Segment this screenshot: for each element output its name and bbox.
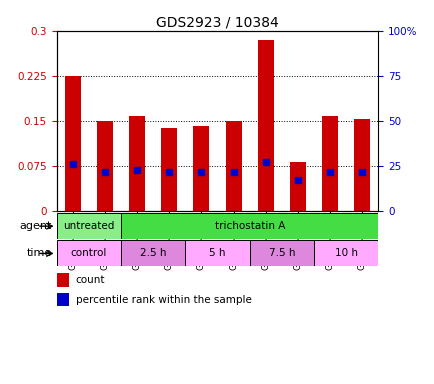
Text: 2.5 h: 2.5 h bbox=[140, 248, 166, 258]
Text: time: time bbox=[27, 248, 52, 258]
Bar bbox=[56, 293, 69, 306]
Bar bbox=[121, 240, 185, 266]
Point bbox=[358, 169, 365, 175]
Bar bbox=[313, 240, 378, 266]
Bar bbox=[193, 126, 209, 211]
Bar bbox=[56, 273, 69, 287]
Point bbox=[101, 169, 108, 175]
Point bbox=[69, 161, 76, 167]
Bar bbox=[257, 40, 273, 211]
Point bbox=[197, 169, 204, 175]
Point bbox=[262, 159, 269, 165]
Text: untreated: untreated bbox=[63, 221, 114, 231]
Bar bbox=[185, 240, 249, 266]
Text: 7.5 h: 7.5 h bbox=[268, 248, 294, 258]
Bar bbox=[225, 121, 241, 211]
Bar bbox=[128, 116, 145, 211]
Bar bbox=[56, 213, 121, 239]
Bar bbox=[289, 162, 305, 211]
Point bbox=[133, 167, 140, 173]
Point bbox=[326, 169, 333, 175]
Bar bbox=[56, 240, 121, 266]
Bar bbox=[161, 128, 177, 211]
Point bbox=[230, 169, 237, 175]
Bar bbox=[121, 213, 378, 239]
Text: trichostatin A: trichostatin A bbox=[214, 221, 284, 231]
Bar bbox=[353, 119, 369, 211]
Bar bbox=[249, 240, 313, 266]
Point bbox=[165, 169, 172, 175]
Text: count: count bbox=[76, 275, 105, 285]
Bar bbox=[65, 76, 81, 211]
Text: 10 h: 10 h bbox=[334, 248, 357, 258]
Text: control: control bbox=[70, 248, 107, 258]
Point bbox=[294, 177, 301, 183]
Bar bbox=[97, 121, 113, 211]
Text: 5 h: 5 h bbox=[209, 248, 225, 258]
Title: GDS2923 / 10384: GDS2923 / 10384 bbox=[156, 16, 278, 30]
Text: agent: agent bbox=[20, 221, 52, 231]
Bar bbox=[321, 116, 338, 211]
Text: percentile rank within the sample: percentile rank within the sample bbox=[76, 295, 251, 305]
